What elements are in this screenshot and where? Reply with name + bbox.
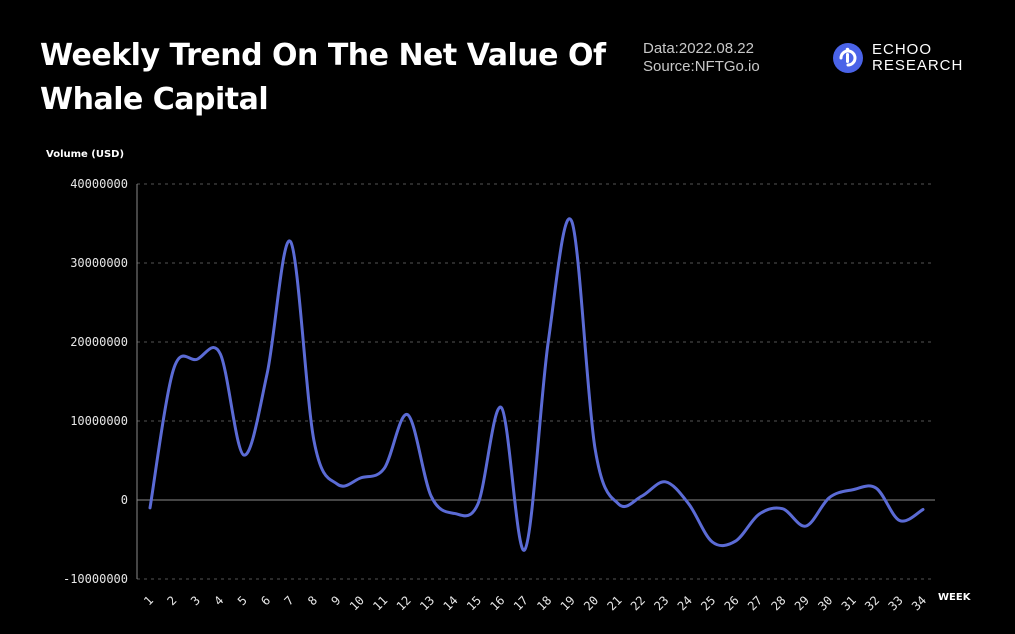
brand-logo: ECHOO RESEARCH xyxy=(832,42,963,74)
brand-line-1: ECHOO xyxy=(872,41,933,58)
x-tick-label: 28 xyxy=(768,593,788,613)
x-tick-label: 21 xyxy=(604,593,624,613)
chart-title: Weekly Trend On The Net Value Of Whale C… xyxy=(40,38,606,117)
x-tick-label: 3 xyxy=(188,593,203,608)
x-tick-label: 9 xyxy=(329,593,344,608)
x-tick-label: 5 xyxy=(235,593,250,608)
x-tick-label: 4 xyxy=(211,593,226,608)
x-tick-label: 24 xyxy=(675,593,695,613)
chart-meta: Data:2022.08.22 Source:NFTGo.io xyxy=(643,40,760,76)
x-tick-label: 19 xyxy=(558,593,578,613)
y-tick-label: 10000000 xyxy=(70,414,128,428)
x-tick-label: 32 xyxy=(862,593,882,613)
y-tick-label: 0 xyxy=(121,493,128,507)
x-tick-label: 29 xyxy=(792,593,812,613)
x-tick-label: 14 xyxy=(441,593,461,613)
x-tick-label: 33 xyxy=(886,593,906,613)
x-tick-label: 17 xyxy=(511,593,531,613)
x-tick-label: 2 xyxy=(165,593,180,608)
x-tick-label: 13 xyxy=(417,593,437,613)
y-tick-label: 20000000 xyxy=(70,335,128,349)
y-tick-label: -10000000 xyxy=(63,572,128,586)
x-tick-label: 16 xyxy=(487,593,507,613)
echoo-logo-icon xyxy=(833,43,863,73)
y-tick-label: 30000000 xyxy=(70,256,128,270)
x-tick-label: 27 xyxy=(745,593,765,613)
x-tick-label: 30 xyxy=(815,593,835,613)
grid-layer xyxy=(136,183,935,580)
x-tick-label: 7 xyxy=(282,593,297,608)
x-tick-label: 15 xyxy=(464,593,484,613)
brand-name: ECHOO RESEARCH xyxy=(872,42,963,74)
series-layer xyxy=(148,217,925,552)
date-label: Data:2022.08.22 xyxy=(643,40,754,57)
x-tick-label: 34 xyxy=(909,593,929,613)
x-axis-label: WEEK xyxy=(938,592,971,603)
x-tick-label: 11 xyxy=(370,593,390,613)
x-tick-label: 23 xyxy=(651,593,671,613)
y-tick-label: 40000000 xyxy=(70,177,128,191)
series-line xyxy=(148,217,925,552)
y-axis-label: Volume (USD) xyxy=(46,149,125,160)
x-tick-label: 25 xyxy=(698,593,718,613)
x-tick-label: 31 xyxy=(839,593,859,613)
source-label: Source:NFTGo.io xyxy=(643,58,760,75)
x-tick-label: 1 xyxy=(141,593,156,608)
x-tick-label: 8 xyxy=(305,593,320,608)
x-tick-label: 12 xyxy=(394,593,414,613)
x-tick-label: 10 xyxy=(347,593,367,613)
x-tick-label: 18 xyxy=(534,593,554,613)
x-tick-label: 22 xyxy=(628,593,648,613)
x-tick-label: 6 xyxy=(258,593,273,608)
x-tick-layer: 1 2 3 4 5 6 7 8 9 10 11 12 13 14 15 16 17 18 19 20 21 22 23 24 2… xyxy=(141,593,929,613)
y-tick-layer: 40000000 30000000 20000000 10000000 0 -100000… xyxy=(63,177,128,586)
x-tick-label: 20 xyxy=(581,593,601,613)
x-tick-label: 26 xyxy=(722,593,742,613)
brand-line-2: RESEARCH xyxy=(872,57,964,74)
